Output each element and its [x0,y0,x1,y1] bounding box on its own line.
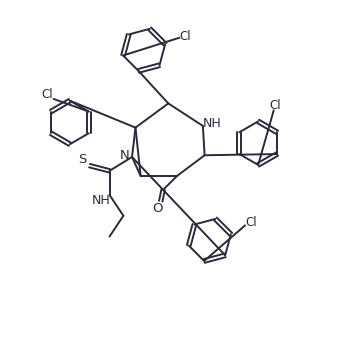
Text: NH: NH [203,117,222,130]
Text: Cl: Cl [180,30,192,43]
Text: NH: NH [92,194,110,207]
Text: Cl: Cl [42,88,53,101]
Text: Cl: Cl [270,99,281,112]
Text: N: N [120,149,130,162]
Text: O: O [153,202,163,215]
Text: S: S [78,153,87,166]
Text: Cl: Cl [245,216,257,229]
